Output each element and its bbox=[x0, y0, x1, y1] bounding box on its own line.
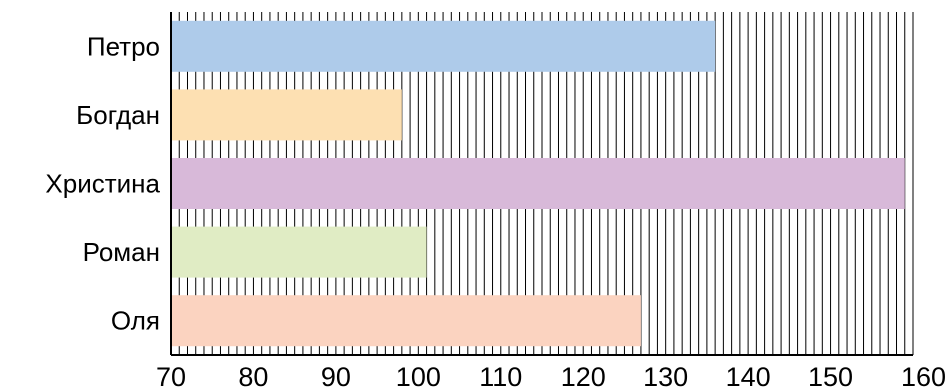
bar-2 bbox=[171, 89, 402, 141]
x-tick-label: 150 bbox=[808, 362, 853, 389]
bar-5 bbox=[171, 295, 641, 347]
category-label: Богдан bbox=[76, 100, 160, 130]
x-tick-label: 140 bbox=[726, 362, 771, 389]
x-tick-label: 130 bbox=[643, 362, 688, 389]
bar-4 bbox=[171, 226, 427, 278]
x-tick-label: 90 bbox=[321, 362, 351, 389]
x-tick-labels: 70 80 90 100 110 120 130 140 150 160 bbox=[156, 362, 946, 389]
category-labels: Петро Богдан Христина Роман Оля bbox=[45, 31, 160, 335]
bar-3 bbox=[171, 158, 905, 209]
category-label: Роман bbox=[83, 237, 160, 267]
x-tick-label: 70 bbox=[156, 362, 186, 389]
x-tick-label: 100 bbox=[396, 362, 441, 389]
x-tick-label: 110 bbox=[479, 362, 522, 389]
x-tick-label: 80 bbox=[238, 362, 268, 389]
bars bbox=[171, 20, 905, 347]
category-label: Петро bbox=[87, 31, 160, 61]
x-tick-label: 160 bbox=[901, 362, 946, 389]
category-label: Христина bbox=[45, 169, 160, 199]
axes bbox=[170, 12, 913, 356]
category-label: Оля bbox=[111, 306, 160, 336]
bar-1 bbox=[171, 20, 716, 72]
x-tick-label: 120 bbox=[561, 362, 606, 389]
